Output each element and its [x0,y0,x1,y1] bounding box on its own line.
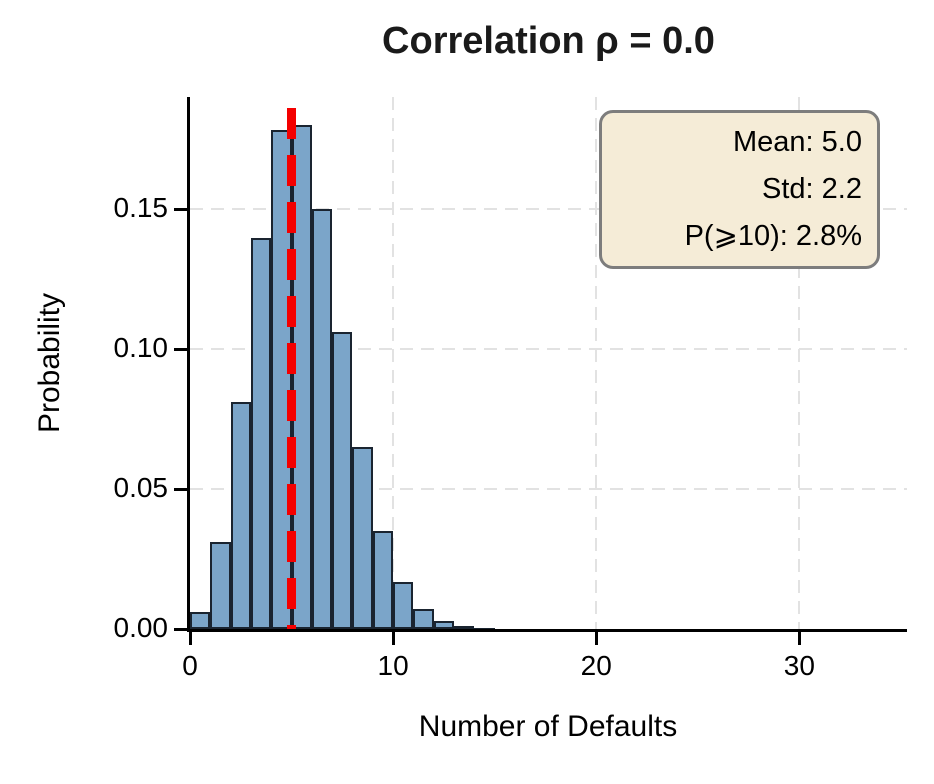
histogram-bar [210,541,231,629]
chart-title: Correlation ρ = 0.0 [382,20,715,62]
mean-dashed-line [287,108,297,629]
x-tick [391,632,395,645]
y-tick-label: 0.05 [113,472,169,503]
stats-std: Std: 2.2 [762,173,862,205]
histogram-bar [230,401,251,629]
histogram-bar [352,447,373,629]
x-tick [797,632,801,645]
y-gridline [190,348,907,350]
x-tick-label: 30 [783,650,815,681]
histogram-bar [332,332,353,629]
histogram-bar [311,209,333,629]
histogram-bar [413,608,434,629]
histogram-bar [250,238,272,629]
x-gridline [392,97,395,629]
y-gridline [190,488,907,490]
y-tick [174,347,187,351]
histogram-bar [393,582,414,629]
histogram-bar [433,621,455,629]
x-gridline [595,97,598,629]
y-tick [174,207,187,211]
stats-annotation-box: Mean: 5.0 Std: 2.2 P(⩾10): 2.8% [599,110,880,269]
y-tick-label: 0.10 [113,332,169,363]
histogram-bar [190,612,211,629]
y-tick [174,627,187,631]
x-tick-label: 20 [580,650,612,681]
stats-mean: Mean: 5.0 [733,126,862,158]
x-axis-label: Number of Defaults [418,710,678,743]
y-axis-spine [187,97,190,632]
x-tick [188,632,192,645]
y-gridline [190,208,907,210]
y-tick [174,487,187,491]
x-axis-spine [187,629,907,632]
x-gridline [798,97,801,629]
y-tick-label: 0.00 [113,612,169,643]
x-tick-label: 10 [377,650,409,681]
histogram-bar [372,531,394,629]
x-tick [594,632,598,645]
y-tick-label: 0.15 [113,192,169,223]
x-tick-label: 0 [182,650,198,681]
stats-tail-probability: P(⩾10): 2.8% [684,220,862,252]
